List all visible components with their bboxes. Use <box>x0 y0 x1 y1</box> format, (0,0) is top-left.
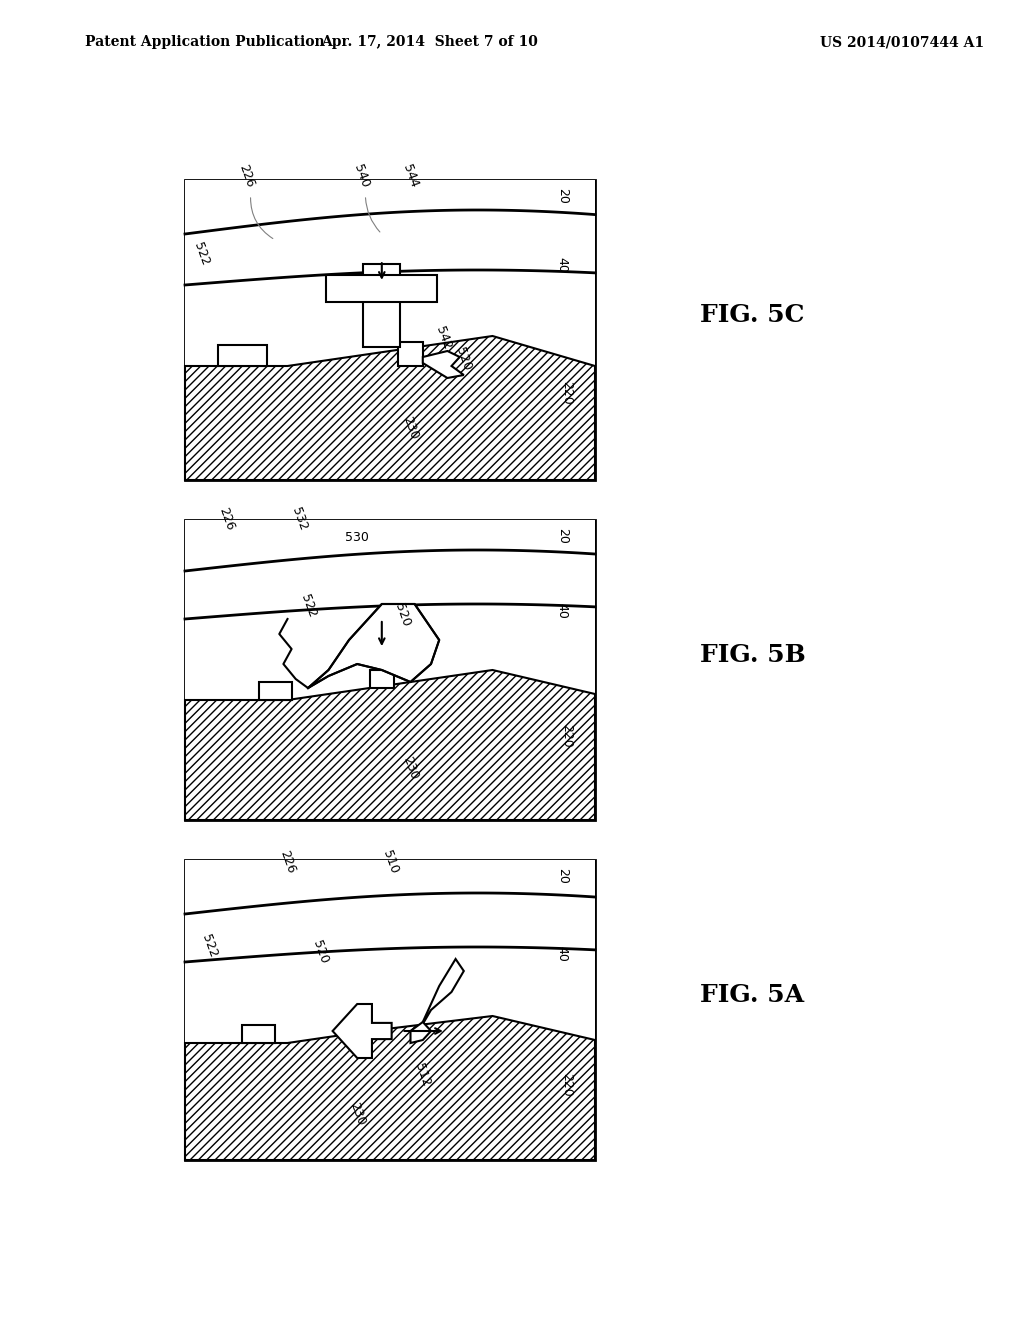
Bar <box>364 264 400 346</box>
Polygon shape <box>333 1005 391 1059</box>
Text: 220: 220 <box>560 725 572 748</box>
Text: 522: 522 <box>298 593 318 619</box>
Text: 512: 512 <box>413 1061 433 1088</box>
Text: 226: 226 <box>237 162 257 189</box>
Text: 510: 510 <box>380 849 400 875</box>
Text: 522: 522 <box>200 932 220 960</box>
Text: 220: 220 <box>560 381 572 405</box>
Bar <box>370 671 394 688</box>
Text: FIG. 5B: FIG. 5B <box>700 643 806 667</box>
FancyBboxPatch shape <box>185 861 595 1160</box>
Text: Apr. 17, 2014  Sheet 7 of 10: Apr. 17, 2014 Sheet 7 of 10 <box>322 36 539 49</box>
Bar <box>185 180 595 480</box>
Polygon shape <box>411 1022 431 1043</box>
Text: 226: 226 <box>278 849 298 875</box>
Polygon shape <box>419 960 464 1031</box>
Bar <box>259 682 292 700</box>
Bar <box>218 345 267 366</box>
Bar <box>185 861 595 1160</box>
Text: 530: 530 <box>345 531 369 544</box>
Text: US 2014/0107444 A1: US 2014/0107444 A1 <box>820 36 984 49</box>
Text: 40: 40 <box>556 603 568 619</box>
Text: 544: 544 <box>400 162 421 189</box>
Bar <box>185 520 595 820</box>
Text: 522: 522 <box>191 240 212 267</box>
Text: 220: 220 <box>560 1073 572 1097</box>
Text: 542: 542 <box>433 325 454 351</box>
FancyBboxPatch shape <box>185 180 595 480</box>
Bar <box>398 342 423 366</box>
Text: 20: 20 <box>556 528 568 544</box>
Text: 230: 230 <box>400 414 421 441</box>
Polygon shape <box>423 351 464 378</box>
Text: 40: 40 <box>556 257 568 273</box>
Text: 520: 520 <box>310 939 331 965</box>
Text: 230: 230 <box>400 754 421 781</box>
Text: 20: 20 <box>556 189 568 205</box>
Polygon shape <box>185 1016 595 1160</box>
Text: FIG. 5C: FIG. 5C <box>700 304 805 327</box>
Text: 20: 20 <box>556 869 568 884</box>
Polygon shape <box>185 337 595 480</box>
Text: Patent Application Publication: Patent Application Publication <box>85 36 325 49</box>
Bar <box>327 276 437 301</box>
Text: 520: 520 <box>454 345 474 372</box>
Text: 532: 532 <box>290 506 310 532</box>
Polygon shape <box>185 671 595 820</box>
Text: 40: 40 <box>556 946 568 962</box>
Text: 520: 520 <box>392 601 413 628</box>
FancyBboxPatch shape <box>185 520 595 820</box>
Bar <box>243 1026 275 1043</box>
Polygon shape <box>308 605 439 688</box>
Text: 540: 540 <box>351 162 372 189</box>
Text: FIG. 5A: FIG. 5A <box>700 983 804 1007</box>
Text: 226: 226 <box>216 506 237 532</box>
Text: 230: 230 <box>347 1101 368 1127</box>
